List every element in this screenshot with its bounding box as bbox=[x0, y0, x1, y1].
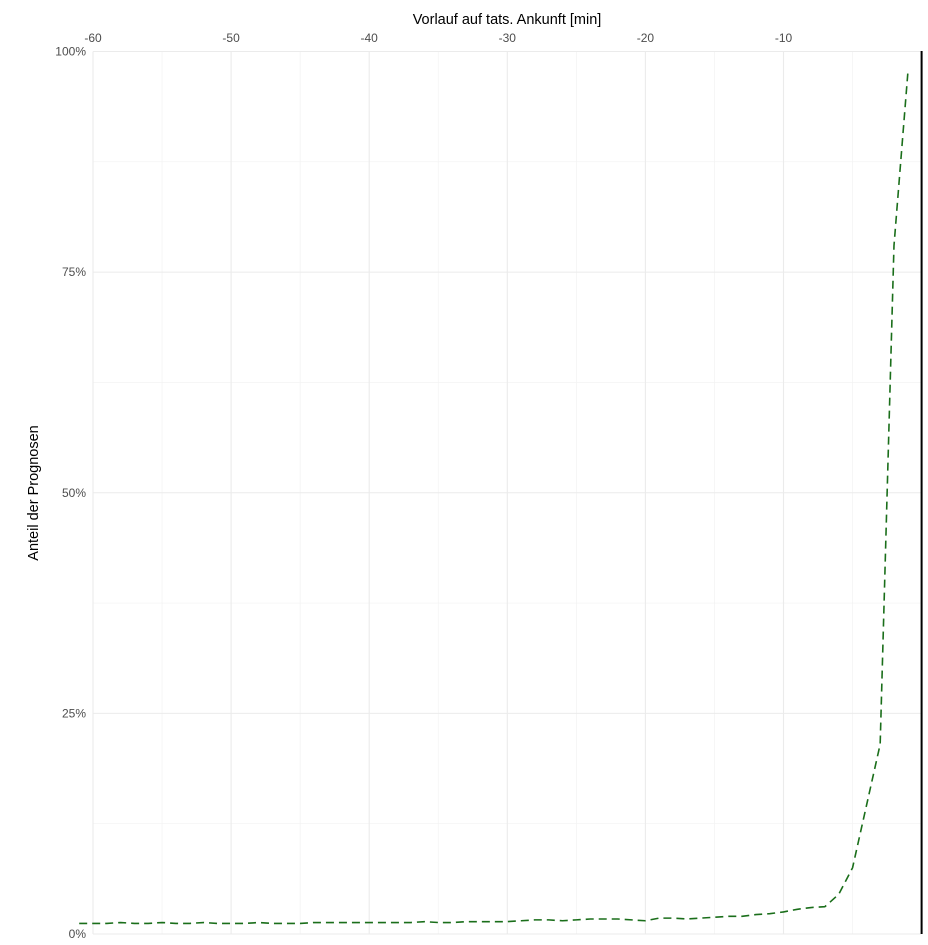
y-tick-label: 75% bbox=[62, 265, 86, 279]
x-tick-label: -20 bbox=[637, 31, 655, 45]
y-tick-label: 0% bbox=[69, 927, 87, 940]
x-tick-label: -30 bbox=[499, 31, 517, 45]
x-axis-title: Vorlauf auf tats. Ankunft [min] bbox=[413, 12, 602, 28]
series-line bbox=[79, 73, 909, 925]
y-tick-label: 25% bbox=[62, 706, 86, 720]
y-tick-label: 100% bbox=[55, 45, 86, 59]
y-axis: 0% 25% 50% 75% 100% bbox=[55, 45, 87, 942]
y-axis-title: Anteil der Prognosen bbox=[26, 425, 42, 560]
x-tick-label: -60 bbox=[84, 31, 102, 45]
gridlines bbox=[92, 50, 921, 935]
x-axis: -60 -50 -40 -30 -20 -10 bbox=[84, 31, 792, 45]
x-tick-label: -40 bbox=[361, 31, 379, 45]
series-layer bbox=[79, 73, 909, 925]
x-tick-label: -10 bbox=[775, 31, 793, 45]
x-tick-label: -50 bbox=[222, 31, 240, 45]
y-tick-label: 50% bbox=[62, 486, 86, 500]
